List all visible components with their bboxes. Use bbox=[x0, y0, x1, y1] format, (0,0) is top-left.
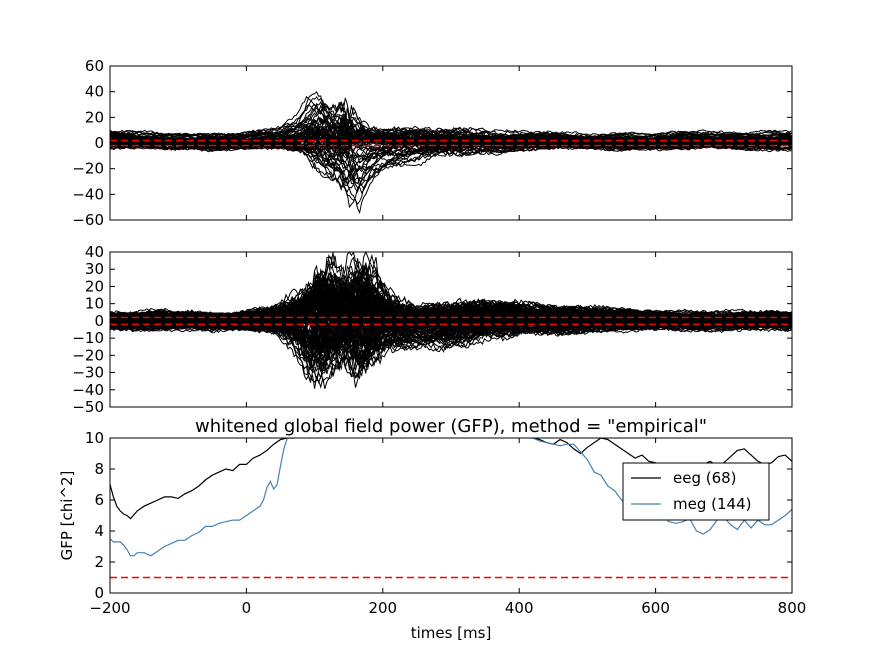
eeg-channel-trace bbox=[109, 140, 792, 194]
legend-box bbox=[622, 462, 770, 521]
meg-channel-trace bbox=[109, 312, 792, 369]
gfp-x-tick-label: −200 bbox=[89, 599, 130, 617]
gfp-title: whitened global field power (GFP), metho… bbox=[195, 416, 707, 437]
meg-x-ticks bbox=[109, 252, 793, 407]
meg-channel-trace bbox=[109, 320, 792, 389]
eeg-channel-trace bbox=[109, 142, 792, 205]
eeg-y-tick-label: 60 bbox=[85, 57, 104, 75]
gfp-y-tick-label: 2 bbox=[94, 553, 104, 571]
meg-channel-trace bbox=[109, 280, 792, 330]
legend-eeg-label: eeg (68) bbox=[673, 469, 737, 487]
eeg-channel-trace bbox=[109, 135, 792, 163]
meg-y-tick-label: 40 bbox=[85, 243, 104, 261]
gfp-x-axis-label: times [ms] bbox=[411, 624, 492, 642]
gfp-y-tick-label: 6 bbox=[94, 491, 104, 509]
meg-y-tick-label: −20 bbox=[72, 346, 104, 364]
gfp-x-ticks: −200 0 200 400 600 800 bbox=[89, 438, 806, 617]
eeg-reference-lines bbox=[110, 139, 792, 147]
gfp-y-tick-label: 8 bbox=[94, 460, 104, 478]
eeg-butterfly-panel: −60 −40 −20 0 20 40 60 bbox=[72, 57, 793, 229]
gfp-x-tick-label: 800 bbox=[778, 599, 807, 617]
gfp-x-tick-label: 400 bbox=[505, 599, 534, 617]
gfp-y-axis-label: GFP [chi^2] bbox=[58, 471, 76, 561]
meg-y-tick-label: −10 bbox=[72, 329, 104, 347]
gfp-legend: eeg (68) meg (144) bbox=[622, 462, 770, 521]
meg-y-tick-label: 0 bbox=[94, 312, 104, 330]
meg-y-tick-label: −40 bbox=[72, 381, 104, 399]
eeg-channel-trace bbox=[109, 124, 792, 146]
meg-y-tick-label: 10 bbox=[85, 295, 104, 313]
gfp-x-tick-label: 0 bbox=[242, 599, 252, 617]
gfp-x-tick-label: 200 bbox=[368, 599, 397, 617]
eeg-channel-trace bbox=[109, 127, 792, 148]
meg-y-tick-label: −30 bbox=[72, 364, 104, 382]
eeg-y-tick-label: 0 bbox=[94, 134, 104, 152]
eeg-channel-trace bbox=[109, 142, 792, 194]
meg-y-tick-label: 30 bbox=[85, 260, 104, 278]
eeg-traces bbox=[109, 90, 792, 215]
meg-channel-trace bbox=[109, 283, 792, 327]
gfp-y-tick-label: 10 bbox=[85, 429, 104, 447]
meg-y-tick-label: 20 bbox=[85, 277, 104, 295]
meg-axes-frame bbox=[109, 251, 793, 408]
eeg-y-tick-label: −60 bbox=[72, 211, 104, 229]
gfp-y-tick-label: 4 bbox=[94, 522, 104, 540]
gfp-x-tick-label: 600 bbox=[641, 599, 670, 617]
meg-traces bbox=[109, 250, 792, 389]
gfp-y-tick-label: 0 bbox=[94, 584, 104, 602]
gfp-axes-frame bbox=[109, 437, 793, 594]
eeg-y-tick-label: 20 bbox=[85, 108, 104, 126]
eeg-y-tick-label: −20 bbox=[72, 160, 104, 178]
eeg-y-tick-label: 40 bbox=[85, 83, 104, 101]
meg-reference-lines bbox=[110, 316, 792, 326]
legend-meg-label: meg (144) bbox=[673, 495, 751, 513]
eeg-y-tick-label: −40 bbox=[72, 185, 104, 203]
eeg-channel-trace bbox=[109, 104, 792, 144]
meg-y-tick-label: −50 bbox=[72, 398, 104, 416]
eeg-y-ticks: −60 −40 −20 0 20 40 60 bbox=[72, 57, 792, 229]
meg-channel-trace bbox=[109, 317, 792, 368]
gfp-y-ticks: 0 2 4 6 8 10 bbox=[85, 429, 792, 602]
eeg-x-ticks bbox=[109, 66, 793, 220]
